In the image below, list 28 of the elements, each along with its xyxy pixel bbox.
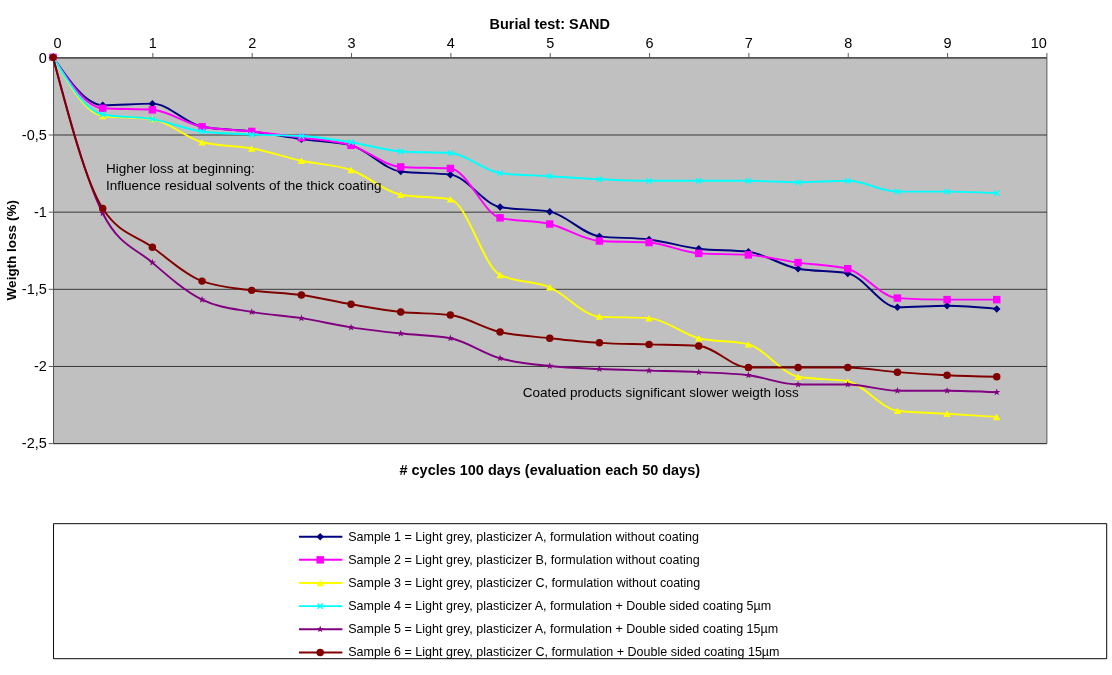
x-tick-label: 0: [53, 35, 62, 52]
y-tick-label: -0,5: [21, 126, 47, 143]
y-tick-label: -1: [33, 203, 47, 220]
x-tick-label: 2: [248, 35, 257, 52]
legend-label: Sample 5 = Light grey, plasticizer A, formulation + Double sided coating 15µm: [348, 622, 779, 637]
annotation: Coated products significant slower weigth loss: [522, 384, 800, 400]
legend-label: Sample 4 = Light grey, plasticizer A, formulation + Double sided coating 5µm: [348, 598, 772, 613]
y-tick-label: 0: [38, 49, 47, 66]
y-tick-label: -1,5: [21, 281, 47, 298]
x-tick-label: 9: [943, 35, 952, 52]
x-tick-label: 1: [148, 35, 157, 52]
x-tick-label: 4: [446, 35, 455, 52]
x-tick-label: 6: [645, 35, 654, 52]
legend-label: Sample 6 = Light grey, plasticizer C, formulation + Double sided coating 15µm: [348, 645, 780, 660]
chart-title: Burial test: SAND: [489, 16, 610, 33]
y-tick-label: -2,5: [21, 435, 47, 452]
x-tick-label: 3: [347, 35, 356, 52]
legend-label: Sample 2 = Light grey, plasticizer B, formulation without coating: [348, 552, 700, 567]
y-tick-label: -2: [33, 358, 47, 375]
legend-label: Sample 1 = Light grey, plasticizer A, formulation without coating: [348, 529, 699, 544]
y-axis-title: Weigth loss (%): [4, 200, 20, 301]
x-tick-label: 5: [546, 35, 555, 52]
x-axis-title: # cycles 100 days (evaluation each 50 days): [399, 461, 701, 478]
annotation: Higher loss at beginning: Influence residual solvents of the thick coating: [106, 161, 382, 194]
x-tick-label: 7: [744, 35, 753, 52]
legend-label: Sample 3 = Light grey, plasticizer C, formulation without coating: [348, 575, 701, 590]
x-tick-label: 10: [1030, 35, 1047, 52]
x-tick-label: 8: [844, 35, 853, 52]
